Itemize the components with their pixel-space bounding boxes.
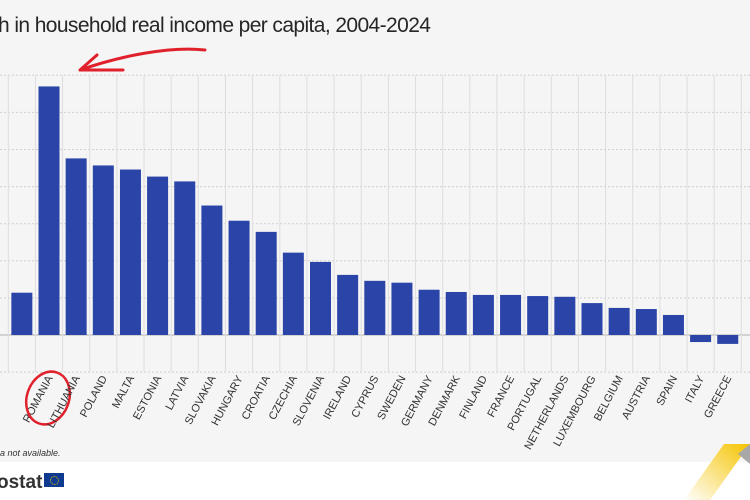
decorative-swoosh xyxy=(684,444,750,500)
eurostat-logo: ostat xyxy=(0,472,43,493)
chart-title: h in household real income per capita, 2… xyxy=(0,14,431,37)
bar-austria xyxy=(635,309,657,335)
bar-slovenia xyxy=(310,261,331,335)
bar-germany xyxy=(418,289,440,335)
bar-belgium xyxy=(608,307,630,335)
bar-romania xyxy=(38,86,60,336)
eu-flag-icon xyxy=(44,473,64,487)
bar-france xyxy=(500,294,522,335)
x-tick-label: GREECE xyxy=(702,374,734,421)
x-tick-label: ITALY xyxy=(683,373,707,405)
bar-poland xyxy=(92,165,114,335)
bar-croatia xyxy=(255,231,277,335)
bar-estonia xyxy=(147,176,169,335)
bar-luxembourg xyxy=(581,303,603,335)
bar-portugal xyxy=(527,296,549,335)
x-tick-label: MALTA xyxy=(110,373,137,410)
bar-lithuania xyxy=(65,158,87,335)
highlight-circle xyxy=(24,370,72,426)
bar-slovakia xyxy=(201,205,223,335)
bar-spain xyxy=(662,314,684,335)
bar-malta xyxy=(119,169,141,335)
x-tick-label: POLAND xyxy=(78,374,110,420)
bar-latvia xyxy=(174,181,196,335)
bar-partial xyxy=(11,292,33,335)
bar-finland xyxy=(472,294,494,335)
footer: ostat xyxy=(0,444,750,500)
highlight-arrow xyxy=(78,47,207,72)
bar-ireland xyxy=(337,274,359,335)
x-tick-label: SPAIN xyxy=(654,374,680,408)
bar-greece xyxy=(717,335,739,344)
bar-italy xyxy=(690,335,712,343)
x-tick-label: LATVIA xyxy=(163,373,191,412)
bar-cyprus xyxy=(364,280,386,335)
bar-czechia xyxy=(282,252,304,335)
footnote: a not available. xyxy=(0,448,61,458)
bar-denmark xyxy=(445,291,467,335)
bar-sweden xyxy=(391,282,413,335)
bar-hungary xyxy=(228,220,250,335)
bar-netherlands xyxy=(554,296,576,335)
